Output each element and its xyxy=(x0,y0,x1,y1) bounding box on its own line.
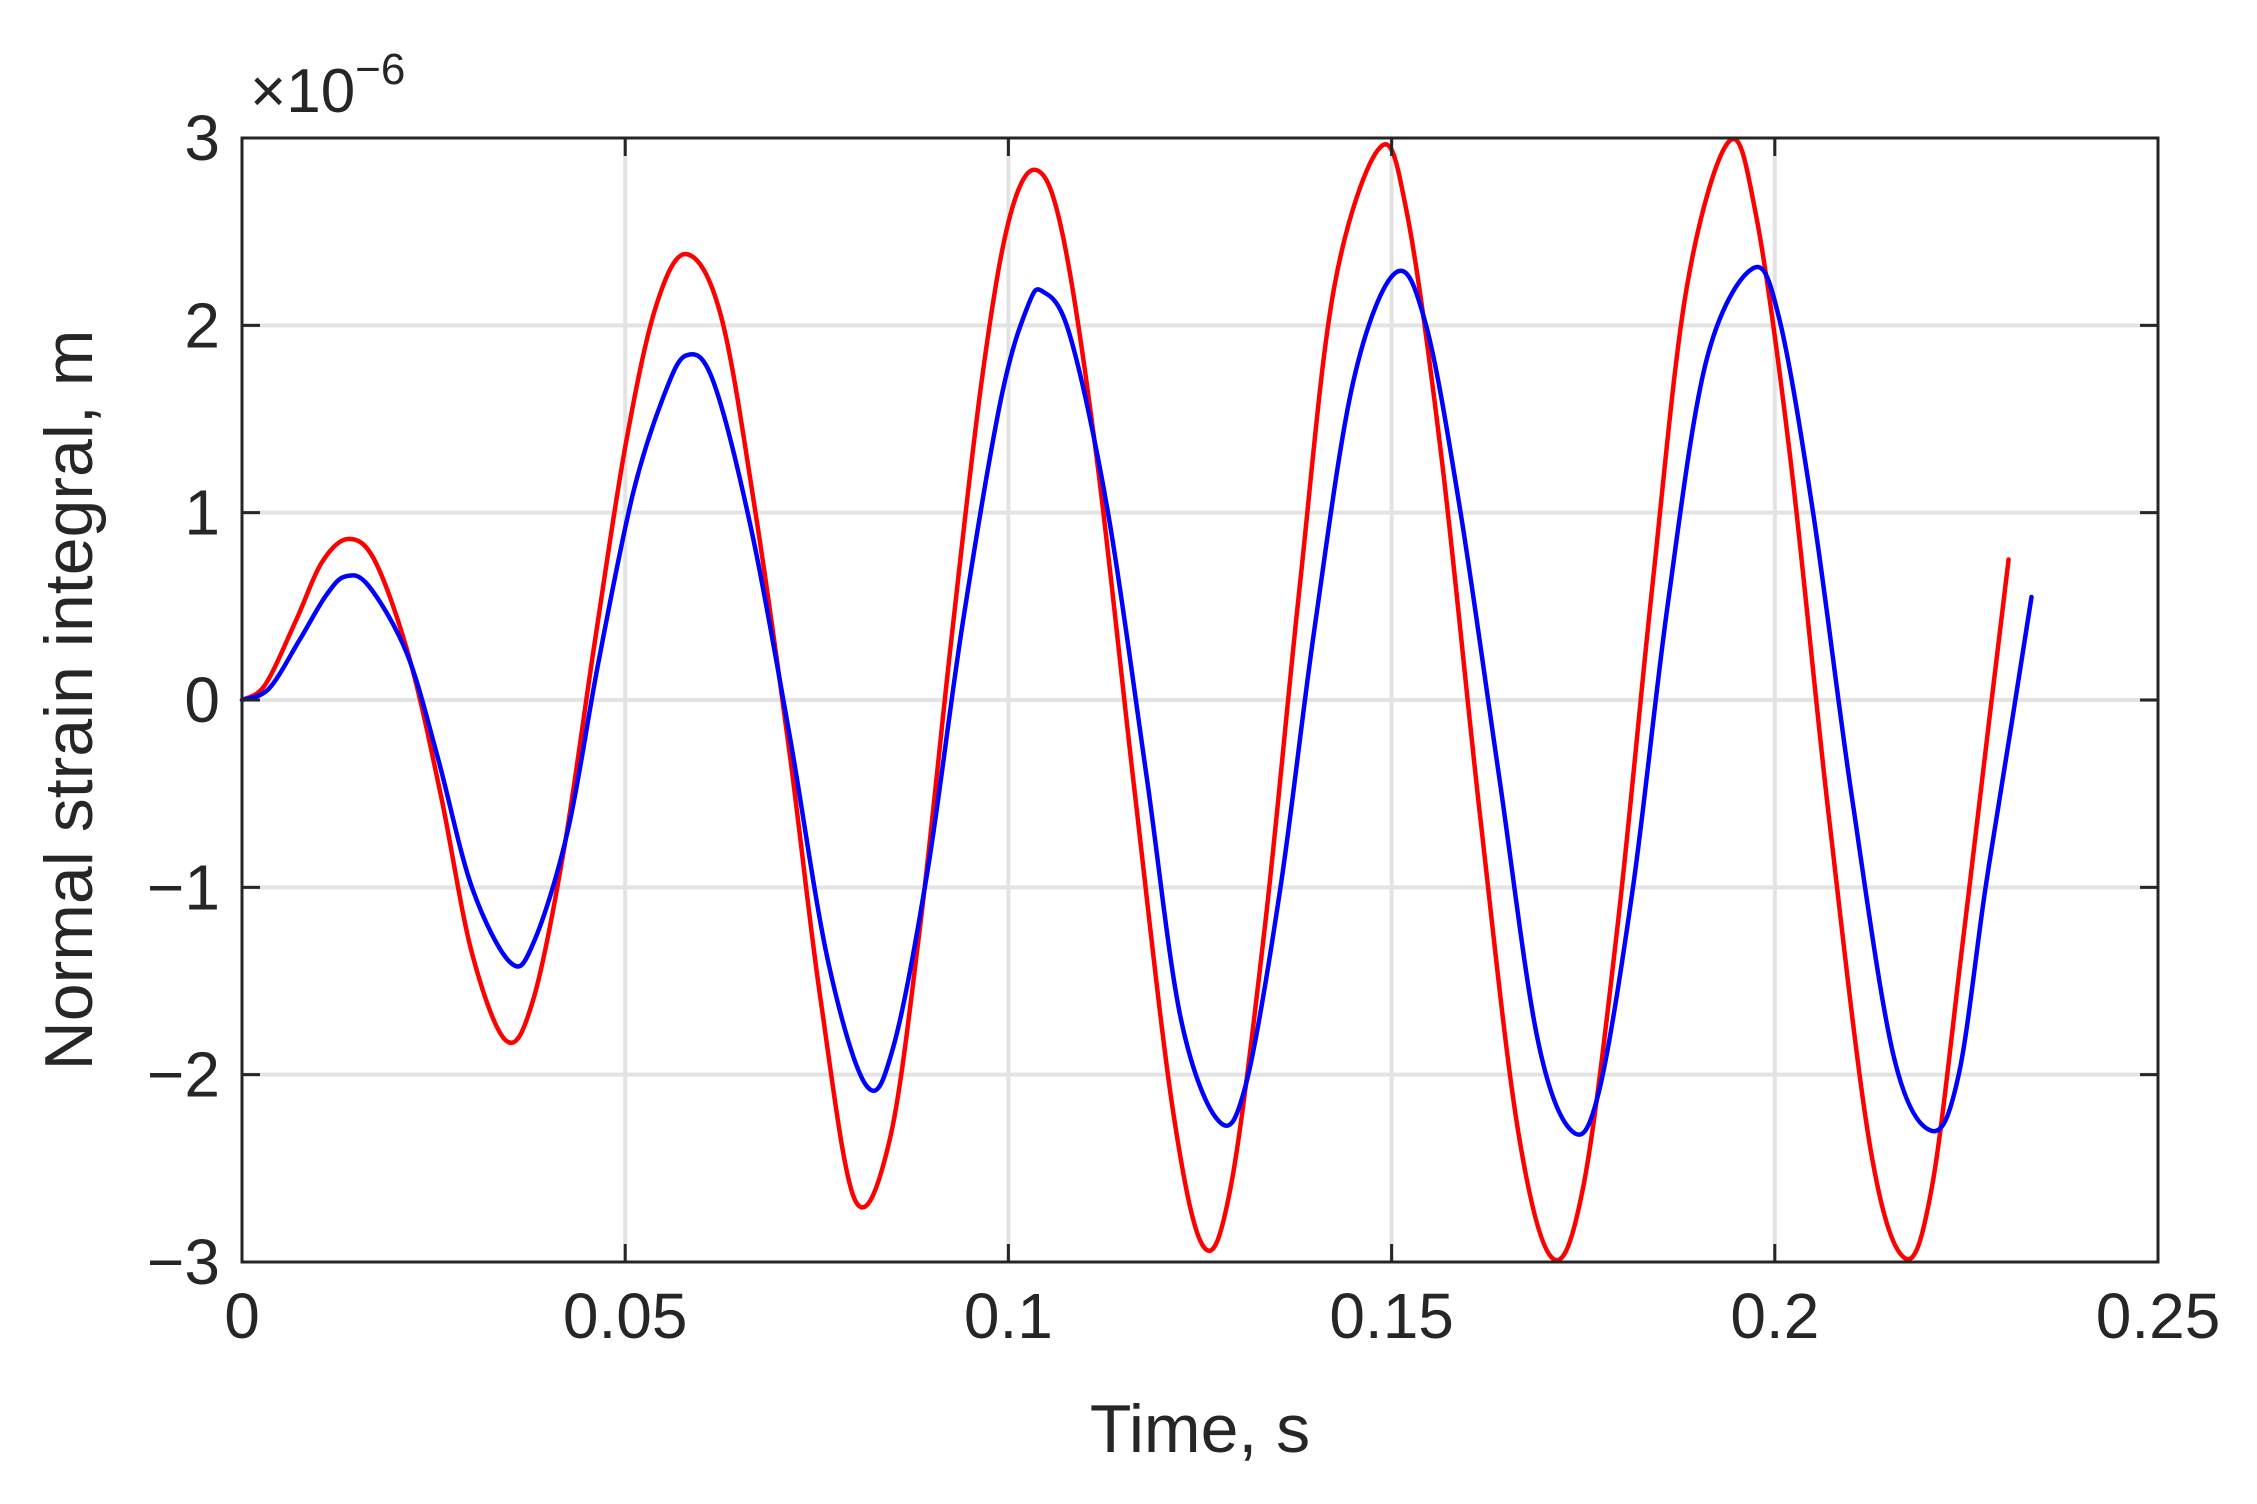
series-line-2 xyxy=(239,264,2034,1137)
series-lines xyxy=(239,136,2034,1263)
y-tick-label: 0 xyxy=(184,664,220,736)
y-tick-label: −2 xyxy=(147,1039,220,1111)
x-tick-label: 0.2 xyxy=(1730,1280,1819,1352)
y-tick-label: 3 xyxy=(184,102,220,174)
y-tick-label: 2 xyxy=(184,289,220,361)
x-tick-label: 0.25 xyxy=(2096,1280,2221,1352)
series-line-1 xyxy=(239,136,2011,1263)
x-tick-label: 0.15 xyxy=(1329,1280,1454,1352)
x-tick-label: 0.05 xyxy=(563,1280,688,1352)
axis-ticks xyxy=(240,136,2160,1264)
y-tick-label: −1 xyxy=(147,851,220,923)
y-axis-label: Normal strain integral, m xyxy=(31,330,107,1071)
y-exponent-label: ×10−6 xyxy=(250,45,405,126)
y-tick-label: 1 xyxy=(184,477,220,549)
x-tick-labels: 0 0.05 0.1 0.15 0.2 0.25 xyxy=(224,1280,2220,1352)
y-tick-label: −3 xyxy=(147,1226,220,1298)
x-axis-label: Time, s xyxy=(1090,1391,1310,1467)
x-tick-label: 0 xyxy=(224,1280,260,1352)
y-tick-labels: −3 −2 −1 0 1 2 3 xyxy=(147,102,220,1298)
x-tick-label: 0.1 xyxy=(964,1280,1053,1352)
